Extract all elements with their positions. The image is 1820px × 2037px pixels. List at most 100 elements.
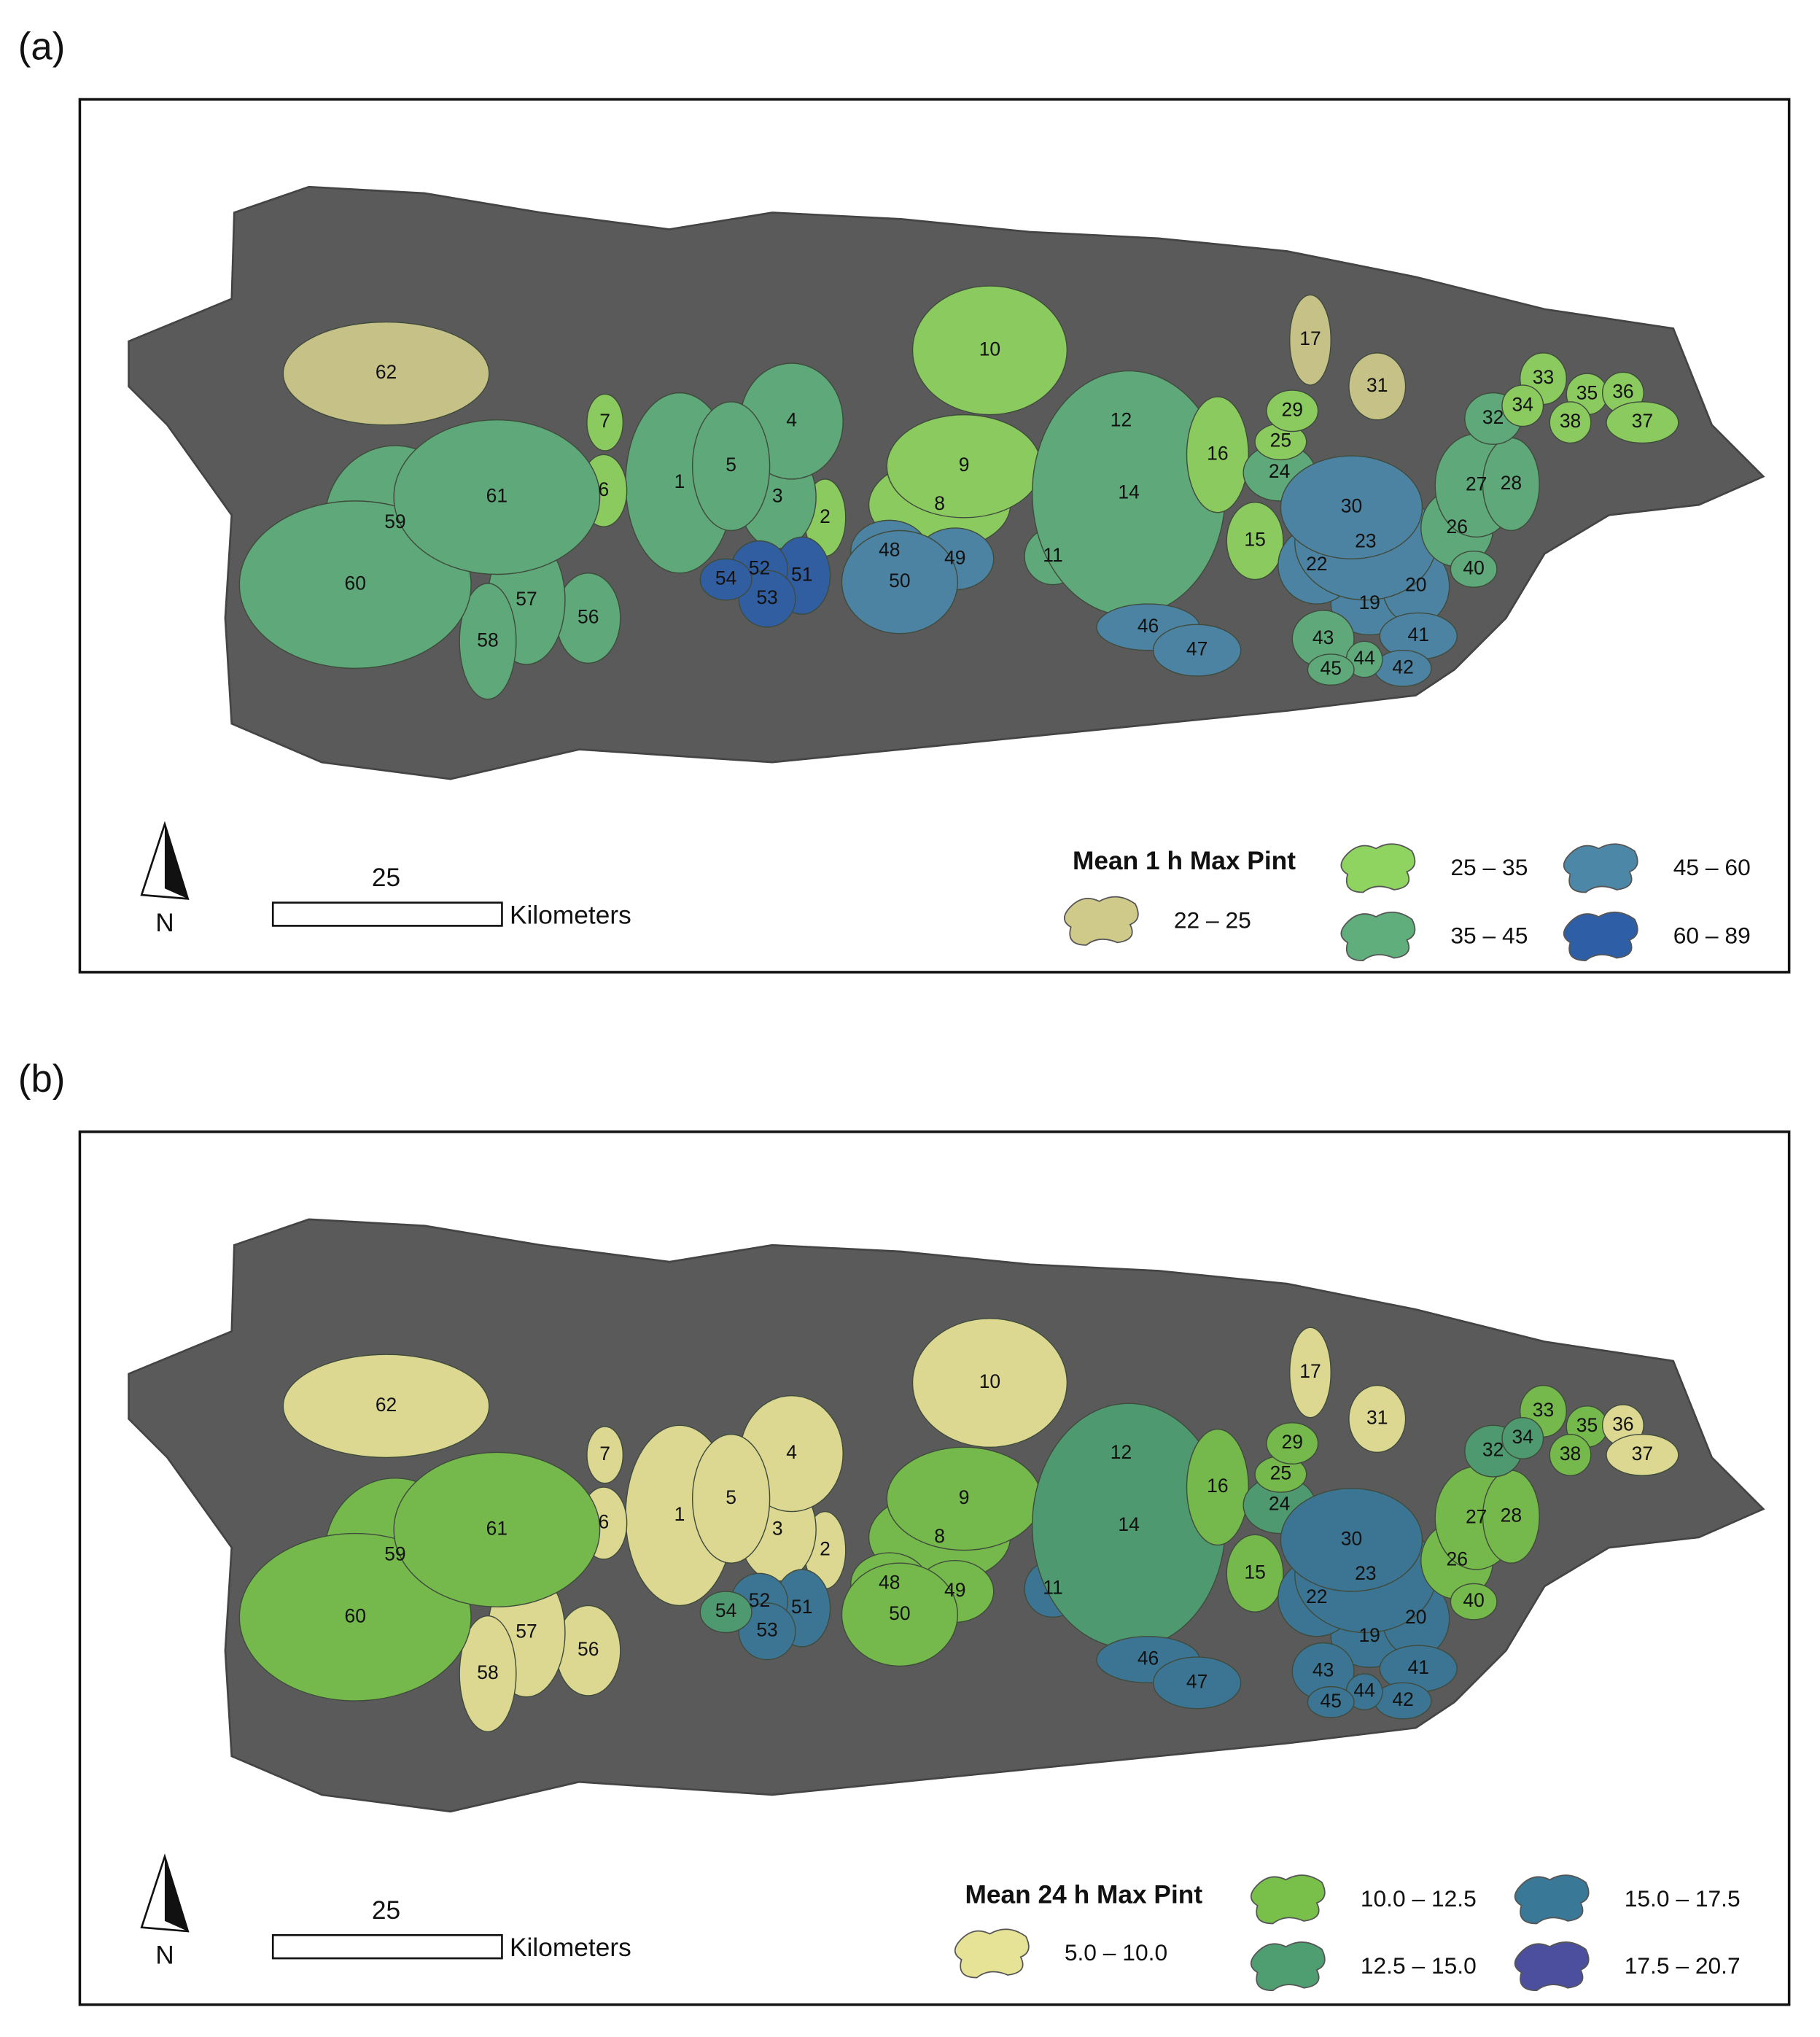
watershed-label: 38 xyxy=(1560,410,1581,432)
watershed xyxy=(1348,1384,1407,1454)
watershed-label: 51 xyxy=(791,1596,812,1618)
watershed-label: 25 xyxy=(1270,430,1291,451)
watershed-label: 41 xyxy=(1408,624,1429,645)
watershed-label: 12 xyxy=(1111,408,1132,430)
watershed-label: 6 xyxy=(599,1510,610,1532)
watershed-label: 35 xyxy=(1576,1414,1598,1436)
watershed-label: 51 xyxy=(791,563,812,585)
watershed-label: 53 xyxy=(756,1619,777,1641)
watershed-label: 34 xyxy=(1512,393,1533,415)
map-panel: (a)1234567891011121415161719202223242526… xyxy=(18,25,1791,974)
watershed-label: 17 xyxy=(1299,327,1321,349)
watershed-label: 50 xyxy=(889,570,910,591)
watershed xyxy=(1289,294,1331,386)
legend-title: Mean 24 h Max Pint xyxy=(965,1881,1202,1909)
watershed-label: 16 xyxy=(1207,442,1228,464)
legend-swatch xyxy=(1340,843,1416,893)
watershed-label: 47 xyxy=(1186,638,1208,660)
watershed-label: 3 xyxy=(772,485,783,507)
watershed xyxy=(1307,653,1355,686)
watershed-label: 14 xyxy=(1118,481,1139,503)
watershed-label: 37 xyxy=(1632,410,1653,432)
watershed-label: 1 xyxy=(674,1503,685,1525)
watershed-label: 43 xyxy=(1312,626,1334,648)
watershed xyxy=(738,570,796,628)
watershed-label: 33 xyxy=(1533,1399,1554,1421)
legend-title: Mean 1 h Max Pint xyxy=(1073,847,1296,875)
watershed-label: 48 xyxy=(879,539,900,561)
watershed xyxy=(841,529,959,635)
watershed-label: 45 xyxy=(1320,657,1341,679)
watershed-label: 37 xyxy=(1632,1443,1653,1464)
watershed xyxy=(1606,1433,1679,1476)
watersheds xyxy=(238,285,1679,700)
watershed-label: 10 xyxy=(979,1370,1000,1392)
watershed-label: 42 xyxy=(1392,656,1413,678)
watershed-label: 4 xyxy=(786,408,797,430)
legend-label: 10.0 – 12.5 xyxy=(1361,1885,1477,1912)
watershed-label: 62 xyxy=(376,361,397,383)
watershed xyxy=(459,1615,517,1733)
legend-swatch xyxy=(1340,911,1416,961)
legend-swatch xyxy=(1514,1874,1590,1925)
watershed xyxy=(1450,1583,1498,1621)
legend-swatch xyxy=(1563,911,1638,961)
legend-label: 22 – 25 xyxy=(1174,907,1251,934)
watershed xyxy=(1501,384,1544,427)
watershed xyxy=(699,1591,752,1634)
scale-value: 25 xyxy=(372,864,400,892)
watershed-label: 2 xyxy=(820,505,831,527)
watershed-label: 20 xyxy=(1405,1606,1426,1628)
legend-swatch xyxy=(1563,843,1638,893)
watershed-label: 36 xyxy=(1612,381,1633,403)
watershed-label: 49 xyxy=(944,546,965,568)
watershed-label: 29 xyxy=(1282,1431,1303,1453)
watershed xyxy=(1280,455,1423,560)
watershed-label: 54 xyxy=(715,567,736,589)
watershed-label: 14 xyxy=(1118,1513,1139,1535)
watershed xyxy=(1152,624,1242,677)
watershed-label: 2 xyxy=(820,1538,831,1560)
legend-label: 15.0 – 17.5 xyxy=(1625,1885,1741,1912)
watershed-label: 10 xyxy=(979,338,1000,360)
watershed-label: 26 xyxy=(1446,1548,1467,1570)
legend-label: 35 – 45 xyxy=(1450,923,1528,949)
scale-unit: Kilometers xyxy=(510,901,631,929)
watershed-label: 46 xyxy=(1138,1648,1159,1669)
watershed-label: 50 xyxy=(889,1602,910,1624)
watershed-label: 11 xyxy=(1043,544,1062,566)
watershed-label: 44 xyxy=(1353,1680,1374,1702)
watershed xyxy=(911,285,1068,416)
watershed xyxy=(282,1354,490,1459)
watershed-label: 15 xyxy=(1244,1561,1265,1583)
watershed-label: 12 xyxy=(1111,1441,1132,1463)
watershed xyxy=(699,558,752,601)
watershed-label: 61 xyxy=(486,1517,508,1539)
watershed xyxy=(841,1562,959,1667)
watershed-label: 8 xyxy=(934,492,945,514)
legend-label: 17.5 – 20.7 xyxy=(1625,1952,1741,1979)
watershed-label: 46 xyxy=(1138,615,1159,637)
watershed-label: 52 xyxy=(749,1589,770,1611)
watershed-label: 40 xyxy=(1463,1589,1484,1611)
watershed-label: 20 xyxy=(1405,573,1426,595)
map-panel: (b)1234567891011121415161719202223242526… xyxy=(18,1058,1791,2006)
watershed xyxy=(1307,1685,1355,1718)
watershed xyxy=(1186,1428,1249,1546)
watershed xyxy=(1501,1417,1544,1459)
watershed-label: 9 xyxy=(959,454,970,476)
watershed-label: 1 xyxy=(674,470,685,492)
scale-bar xyxy=(271,901,503,927)
watershed-label: 29 xyxy=(1282,398,1303,420)
watershed xyxy=(393,419,601,575)
legend-label: 60 – 89 xyxy=(1673,923,1751,949)
watershed-label: 42 xyxy=(1392,1688,1413,1710)
watershed-label: 22 xyxy=(1306,553,1327,575)
scale-value: 25 xyxy=(372,1896,400,1925)
watershed-label: 28 xyxy=(1501,1505,1522,1526)
scale-bar xyxy=(271,1934,503,1960)
watershed-label: 19 xyxy=(1358,1624,1380,1646)
north-label: N xyxy=(155,1941,174,1970)
watershed xyxy=(1606,401,1679,444)
